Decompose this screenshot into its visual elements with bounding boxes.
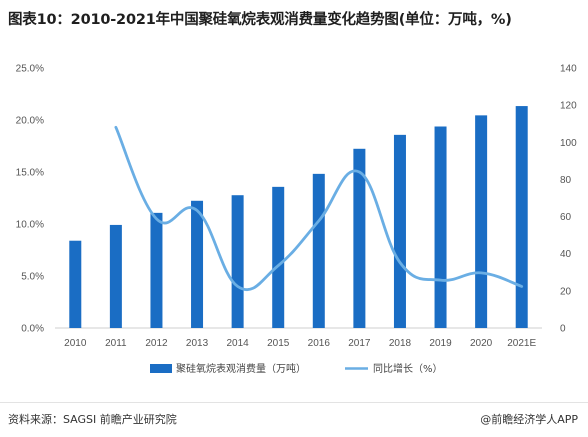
y-right-tick-label: 140 [560, 64, 577, 75]
bar-2016 [312, 173, 325, 328]
bar-2019 [434, 126, 447, 328]
source-note: 资料来源：SAGSI 前瞻产业研究院 [8, 413, 177, 426]
legend-line-label: 同比增长（%） [373, 362, 443, 375]
growth-rate-line [114, 125, 524, 292]
y-left-tick-label: 0.0% [21, 324, 44, 335]
bar-2018 [393, 134, 406, 328]
y-left-tick-label: 5.0% [21, 272, 44, 283]
chart-legend: 聚硅氧烷表观消费量（万吨） 同比增长（%） [150, 362, 443, 375]
x-tick-label-2013: 2013 [186, 338, 209, 349]
x-tick-label-2010: 2010 [64, 338, 87, 349]
y-left-tick-label: 20.0% [16, 116, 44, 127]
footer-divider [0, 402, 588, 403]
x-tick-label-2021E: 2021E [507, 338, 536, 349]
y-right-tick-label: 120 [560, 101, 577, 112]
bar-2012 [150, 212, 163, 328]
x-tick-label-2020: 2020 [470, 338, 493, 349]
x-tick-label-2015: 2015 [267, 338, 290, 349]
bar-2011 [109, 224, 122, 328]
x-tick-label-2019: 2019 [429, 338, 452, 349]
y-right-tick-label: 0 [560, 324, 566, 335]
brand-label: @前瞻经济学人APP [480, 413, 578, 426]
bar-2015 [272, 186, 285, 328]
y-right-tick-label: 20 [560, 286, 572, 297]
y-left-tick-label: 15.0% [16, 168, 44, 179]
y-right-tick-label: 80 [560, 175, 572, 186]
bar-2010 [69, 240, 82, 328]
legend-bar-swatch [150, 364, 172, 373]
bar-series [69, 106, 528, 328]
y-right-tick-label: 60 [560, 212, 572, 223]
bar-2017 [353, 148, 366, 328]
chart-title: 图表10：2010-2021年中国聚硅氧烷表观消费量变化趋势图(单位：万吨，%) [8, 12, 512, 28]
y-left-tick-label: 10.0% [16, 220, 44, 231]
x-tick-label-2018: 2018 [389, 338, 412, 349]
y-left-tick-label: 25.0% [16, 64, 44, 75]
y-right-tick-label: 40 [560, 249, 572, 260]
bar-2021E [515, 106, 528, 328]
chart-axes: 0.0% 5.0% 10.0% 15.0% 20.0% 25.0% 0 20 40 60 80 100… [16, 64, 577, 335]
line-series [114, 125, 524, 292]
x-tick-label-2014: 2014 [227, 338, 250, 349]
x-tick-label-2016: 2016 [308, 338, 331, 349]
bar-2020 [475, 115, 488, 328]
x-tick-labels: 2010 2011 2012 2013 2014 2015 2016 2017 2018 2019… [64, 338, 536, 349]
x-tick-label-2012: 2012 [145, 338, 168, 349]
y-right-tick-label: 100 [560, 138, 577, 149]
bar-2013 [191, 200, 204, 328]
x-tick-label-2011: 2011 [105, 338, 127, 349]
legend-bar-label: 聚硅氧烷表观消费量（万吨） [176, 362, 306, 375]
x-tick-label-2017: 2017 [348, 338, 371, 349]
bar-2014 [231, 195, 244, 328]
